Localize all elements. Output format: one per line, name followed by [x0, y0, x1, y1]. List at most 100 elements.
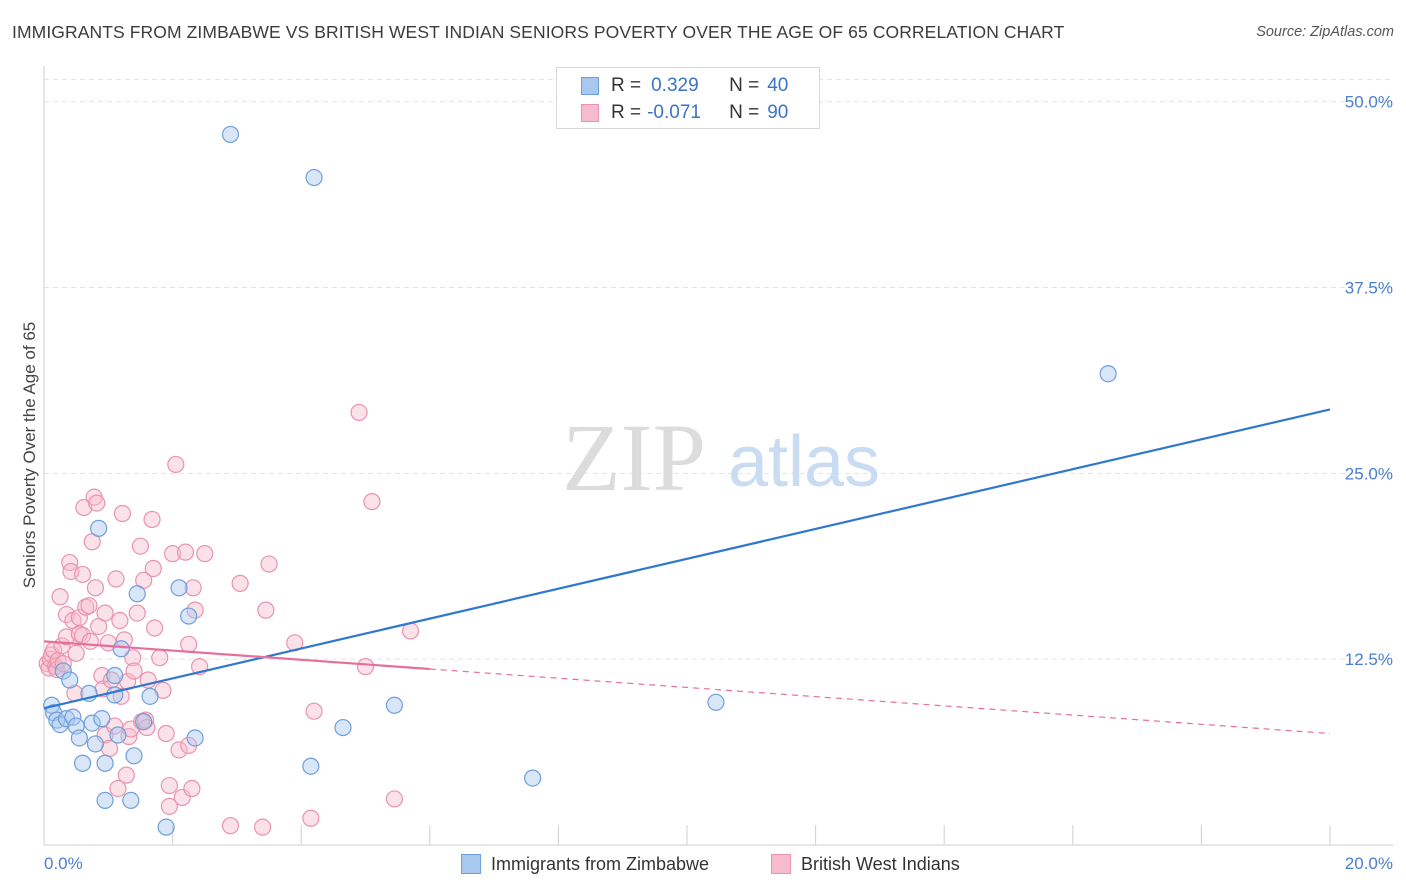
data-point-british-west-indians: [51, 588, 69, 606]
data-point-zimbabwe: [122, 791, 140, 810]
data-point-british-west-indians: [151, 649, 169, 667]
legend-n-value: 90: [767, 102, 789, 123]
data-point-british-west-indians: [183, 779, 201, 798]
data-point-british-west-indians: [88, 494, 106, 512]
tick-labels: 12.5% 25.0% 37.5% 50.0% 0.0% 20.0%: [44, 93, 1393, 873]
data-point-british-west-indians: [73, 565, 92, 584]
data-point-british-west-indians: [160, 776, 178, 795]
data-point-british-west-indians: [109, 779, 127, 798]
data-point-zimbabwe: [83, 714, 101, 732]
y-tick-label: 37.5%: [1345, 279, 1393, 298]
data-point-zimbabwe: [135, 713, 153, 731]
data-point-british-west-indians: [48, 660, 66, 679]
trend-line-british-west-indians: [43, 640, 430, 671]
data-point-british-west-indians: [144, 559, 162, 578]
data-point-british-west-indians: [176, 543, 195, 561]
data-point-british-west-indians: [186, 601, 204, 619]
data-point-british-west-indians: [302, 809, 320, 827]
data-point-british-west-indians: [67, 644, 85, 662]
data-point-british-west-indians: [160, 797, 178, 815]
data-point-zimbabwe: [106, 666, 124, 685]
x-tick-label-min: 0.0%: [44, 854, 83, 873]
data-point-british-west-indians: [61, 553, 79, 572]
x-tick-label-max: 20.0%: [1345, 854, 1393, 873]
trend-line-zimbabwe: [43, 408, 1331, 710]
data-point-british-west-indians: [75, 498, 93, 517]
data-point-zimbabwe: [524, 769, 542, 787]
data-point-british-west-indians: [145, 619, 164, 637]
data-point-british-west-indians: [80, 597, 98, 615]
data-point-british-west-indians: [128, 604, 146, 622]
data-point-british-west-indians: [170, 741, 188, 759]
legend-swatch-pink: [581, 104, 599, 122]
data-point-zimbabwe: [157, 818, 175, 836]
data-point-zimbabwe: [221, 125, 240, 144]
legend-swatch-blue: [581, 77, 599, 95]
bottom-legend-zimbabwe: Immigrants from Zimbabwe: [461, 851, 709, 877]
data-point-british-west-indians: [196, 545, 214, 563]
y-tick-label: 12.5%: [1345, 650, 1393, 669]
data-point-british-west-indians: [363, 493, 381, 511]
data-point-british-west-indians: [257, 601, 275, 619]
data-point-british-west-indians: [113, 504, 132, 523]
grid: [44, 78, 1393, 660]
data-point-zimbabwe: [112, 640, 130, 658]
bottom-legend-british-west-indians: British West Indians: [771, 851, 960, 877]
data-point-british-west-indians: [356, 658, 375, 676]
data-point-zimbabwe: [334, 718, 352, 737]
data-point-british-west-indians: [117, 766, 135, 784]
data-point-british-west-indians: [124, 649, 142, 667]
legend-n-label: N =: [729, 75, 760, 96]
legend-n-label: N =: [729, 102, 760, 123]
data-point-british-west-indians: [180, 635, 198, 653]
data-point-zimbabwe: [106, 686, 124, 704]
trend-lines: [43, 408, 1331, 735]
series-immigrants-from-zimbabwe: [43, 125, 1117, 836]
data-point-zimbabwe: [96, 754, 114, 772]
legend-r-label: R =: [611, 75, 642, 96]
y-tick-label: 25.0%: [1345, 464, 1393, 483]
correlation-legend: R = 0.329 N = 40 R = -0.071 N = 90: [556, 67, 820, 129]
data-point-british-west-indians: [221, 817, 240, 835]
legend-n-value: 40: [767, 75, 789, 96]
data-point-zimbabwe: [1099, 365, 1117, 383]
series-british-west-indians: [38, 403, 420, 836]
bottom-legend-label-zimbabwe: Immigrants from Zimbabwe: [491, 853, 710, 874]
axes: [43, 66, 1393, 846]
data-point-british-west-indians: [111, 611, 129, 630]
data-point-zimbabwe: [707, 693, 725, 711]
data-point-zimbabwe: [86, 735, 105, 753]
bottom-legend-label-british-west-indians: British West Indians: [801, 853, 960, 874]
data-point-british-west-indians: [125, 662, 143, 680]
trend-line-british-west-indians-extension: [429, 668, 1331, 735]
data-point-british-west-indians: [70, 608, 88, 627]
watermark-atlas: atlas: [728, 422, 880, 502]
data-point-british-west-indians: [131, 537, 150, 555]
data-point-british-west-indians: [164, 545, 182, 563]
data-point-zimbabwe: [302, 757, 320, 775]
legend-r-value: -0.071: [647, 102, 701, 123]
data-point-zimbabwe: [109, 726, 127, 744]
data-point-british-west-indians: [96, 604, 114, 622]
data-point-zimbabwe: [180, 607, 198, 625]
data-point-british-west-indians: [143, 510, 161, 529]
data-point-zimbabwe: [61, 671, 79, 689]
data-point-zimbabwe: [385, 696, 404, 714]
data-point-zimbabwe: [128, 585, 146, 603]
data-point-british-west-indians: [385, 790, 404, 808]
data-point-zimbabwe: [64, 708, 82, 726]
data-point-zimbabwe: [90, 519, 108, 537]
data-point-zimbabwe: [93, 710, 111, 728]
data-point-british-west-indians: [350, 403, 368, 422]
data-point-british-west-indians: [107, 570, 125, 588]
watermark-zip: ZIP: [562, 404, 706, 511]
data-point-zimbabwe: [125, 747, 143, 765]
data-point-british-west-indians: [231, 574, 249, 592]
legend-r-label: R =: [611, 102, 642, 123]
data-point-british-west-indians: [106, 717, 124, 735]
data-point-zimbabwe: [70, 729, 88, 747]
data-point-british-west-indians: [167, 455, 185, 474]
data-point-zimbabwe: [305, 168, 323, 187]
y-tick-label: 50.0%: [1345, 93, 1393, 112]
